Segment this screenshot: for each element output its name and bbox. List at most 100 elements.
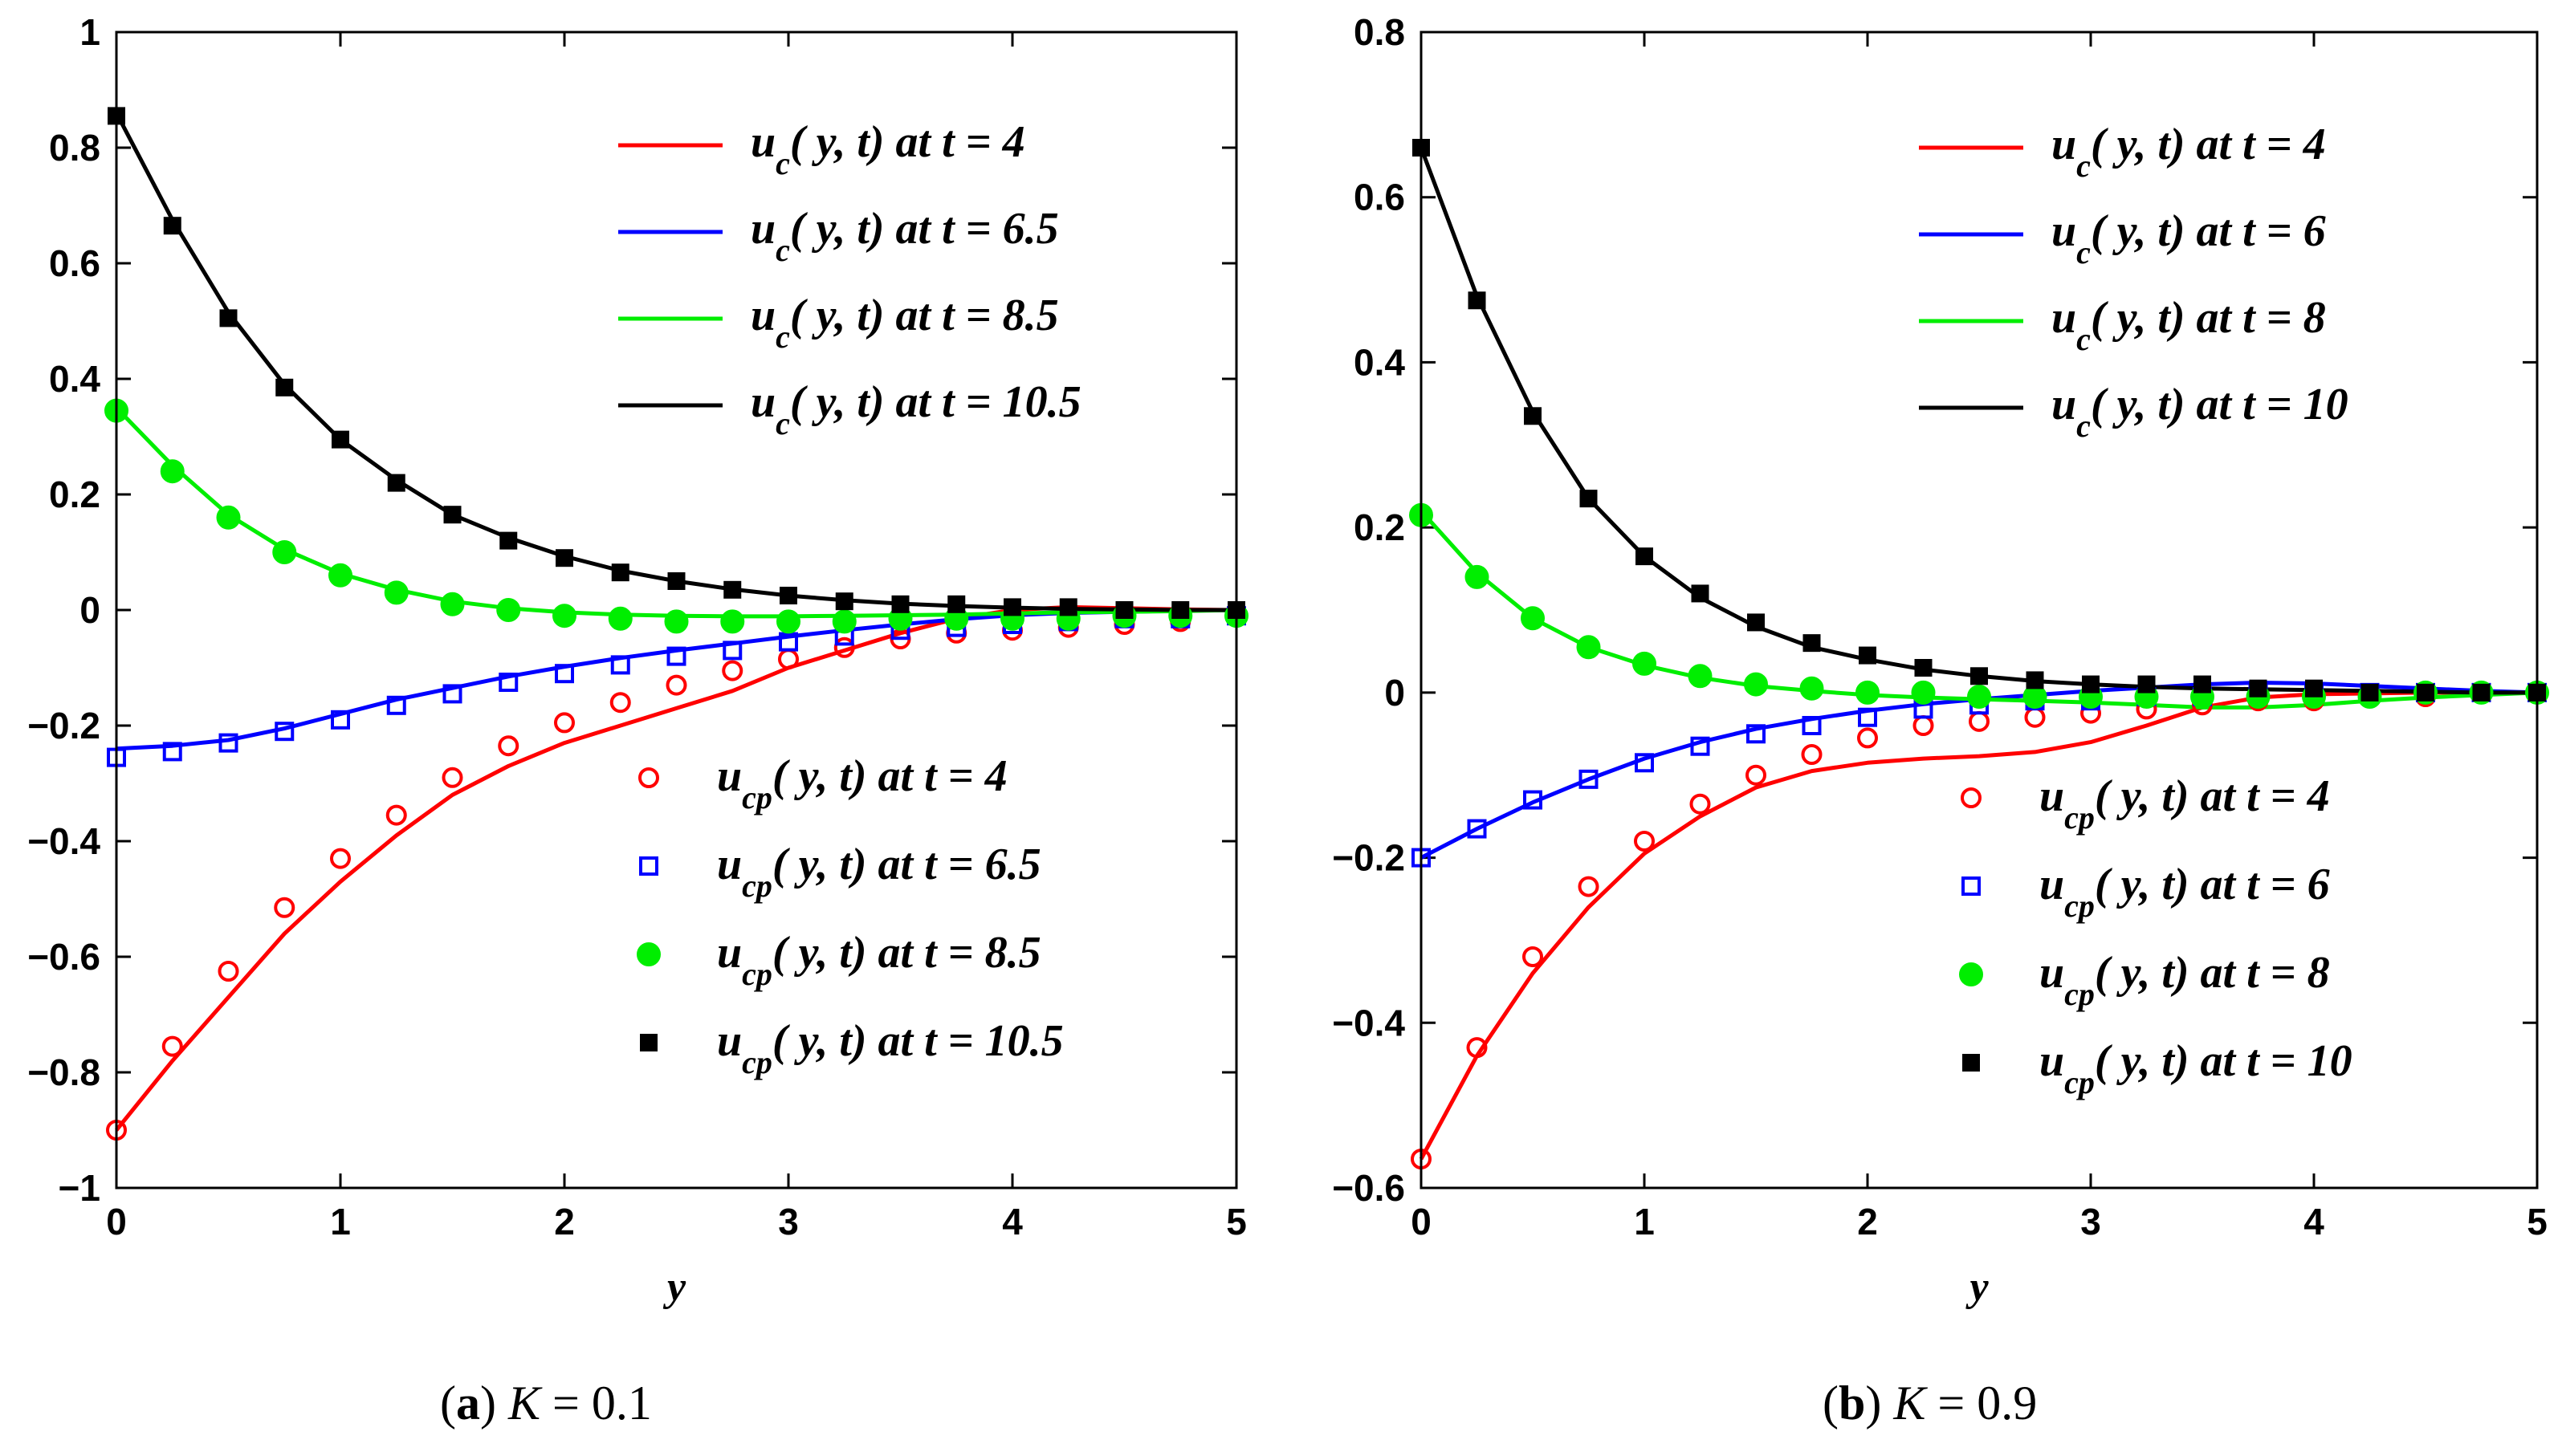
marker-series-4 <box>1412 139 2546 702</box>
data-point <box>332 430 349 449</box>
data-point <box>384 580 409 605</box>
chart-panel-b: 0 1 2 3 4 5 −0.6 −0.4 −0.2 0 0.2 0.4 0.6 0.8 y uc( y, t… <box>1332 11 2549 1310</box>
data-point <box>2082 675 2100 693</box>
legend-marker-swatch <box>639 856 658 876</box>
data-point <box>1912 715 1934 736</box>
data-point <box>330 848 351 869</box>
data-point <box>1171 601 1190 619</box>
data-point <box>331 710 350 730</box>
y-tick-label: 0.4 <box>1354 341 1405 383</box>
marker-legend: ucp( y, t) at t = 4 ucp( y, t) at t = 6.5… <box>637 751 1064 1080</box>
data-point <box>219 309 238 327</box>
legend-line-label: uc( y, t) at t = 6.5 <box>751 204 1059 268</box>
panel-caption-b: (b) K = 0.9 <box>1823 1377 2037 1430</box>
line-legend: uc( y, t) at t = 4 uc( y, t) at t = 6.5 uc… <box>618 117 1081 441</box>
x-tick-label: 2 <box>554 1201 575 1242</box>
legend-line-label: uc( y, t) at t = 10.5 <box>751 377 1081 441</box>
legend-line-label: uc( y, t) at t = 4 <box>751 117 1025 181</box>
y-tick-label: −0.4 <box>27 820 100 862</box>
data-point <box>218 733 238 753</box>
data-point <box>2360 683 2379 702</box>
x-tick-label: 2 <box>1857 1201 1878 1242</box>
data-point <box>1690 736 1710 756</box>
data-point <box>833 636 855 658</box>
data-point <box>1115 601 1134 619</box>
y-tick-label: −0.2 <box>27 705 100 746</box>
data-point <box>2417 683 2434 702</box>
data-point <box>442 767 463 788</box>
data-point <box>1691 584 1709 603</box>
legend-marker-swatch <box>1962 1054 1980 1072</box>
data-point <box>1524 407 1542 425</box>
legend-marker-label: ucp( y, t) at t = 10.5 <box>717 1016 1064 1080</box>
y-tick-label: 0 <box>1384 672 1405 714</box>
legend-marker-label: ucp( y, t) at t = 4 <box>717 751 1008 815</box>
data-point <box>2137 675 2156 693</box>
y-tick-label: −0.6 <box>1332 1167 1405 1209</box>
data-point <box>1635 753 1654 773</box>
data-point <box>723 580 742 599</box>
data-point <box>496 598 521 622</box>
data-point <box>779 632 798 652</box>
data-point <box>1855 680 1880 705</box>
y-tick-label: 0.8 <box>49 127 100 169</box>
data-point <box>610 655 630 675</box>
data-point <box>499 531 518 550</box>
data-point <box>274 897 295 918</box>
data-point <box>442 684 462 704</box>
data-point <box>1970 667 1988 685</box>
data-point <box>1745 764 1766 786</box>
data-point <box>163 217 181 235</box>
data-point <box>1632 651 1656 676</box>
data-point <box>1578 876 1599 897</box>
data-point <box>776 609 800 634</box>
data-point <box>1059 598 1077 616</box>
data-point <box>1914 659 1933 677</box>
legend-line-label: uc( y, t) at t = 10 <box>2051 380 2348 444</box>
y-tick-label: −0.8 <box>27 1051 100 1093</box>
legend-marker-label: ucp( y, t) at t = 10 <box>2039 1036 2352 1100</box>
x-tick-label: 4 <box>2303 1201 2324 1242</box>
data-point <box>609 692 631 714</box>
data-point <box>387 474 405 492</box>
x-tick-label: 4 <box>1002 1201 1023 1242</box>
y-tick-label: 0.4 <box>49 358 100 400</box>
data-point <box>2305 679 2323 697</box>
data-point <box>778 649 799 670</box>
data-point <box>1522 946 1543 967</box>
data-point <box>1744 672 1768 697</box>
data-point <box>722 660 743 681</box>
legend-marker-swatch <box>637 942 661 966</box>
legend-line-label: uc( y, t) at t = 8.5 <box>751 291 1059 355</box>
data-point <box>780 587 797 604</box>
data-point <box>1466 1037 1488 1059</box>
data-point <box>1857 727 1878 749</box>
data-point <box>1688 664 1713 689</box>
y-tick-label: 0.8 <box>1354 11 1405 53</box>
marker-series-4 <box>108 107 1245 619</box>
data-point <box>328 563 352 588</box>
y-tick-label: 1 <box>79 11 100 53</box>
y-tick-label: 0.6 <box>49 242 100 284</box>
x-tick-label: 1 <box>1634 1201 1655 1242</box>
series-line-1 <box>1419 690 2537 1161</box>
data-point <box>1967 685 1991 709</box>
legend-marker-swatch <box>1959 962 1983 986</box>
data-point <box>498 735 519 757</box>
y-tick-label: −0.4 <box>1332 1002 1405 1043</box>
data-point <box>1802 634 1821 653</box>
data-point <box>1799 676 1824 701</box>
x-tick-label: 3 <box>778 1201 799 1242</box>
data-point <box>947 595 966 613</box>
data-point <box>832 609 857 634</box>
data-point <box>385 804 407 826</box>
data-point <box>218 961 239 982</box>
data-point <box>2026 671 2044 689</box>
x-tick-label: 3 <box>2080 1201 2101 1242</box>
series-line-4 <box>1419 147 2537 695</box>
y-tick-label: 0.2 <box>1354 506 1405 548</box>
marker-series-2 <box>1411 682 2547 868</box>
legend-marker-label: ucp( y, t) at t = 8.5 <box>717 928 1041 992</box>
chart-panel-a: 0 1 2 3 4 5 −1 −0.8 −0.6 −0.4 −0.2 0 0.2 0.4 0.6 0.8 1 y u… <box>27 11 1248 1310</box>
